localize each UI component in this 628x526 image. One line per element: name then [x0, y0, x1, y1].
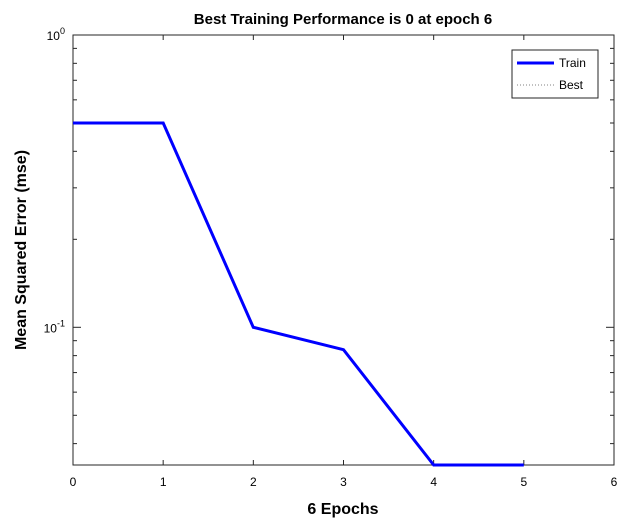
- x-axis: 0 1 2 3 4 5 6: [70, 35, 618, 489]
- series-train-line: [73, 121, 524, 467]
- y-axis: 100 10-1: [44, 26, 614, 445]
- chart-title: Best Training Performance is 0 at epoch …: [194, 11, 492, 28]
- y-axis-label: Mean Squared Error (mse): [13, 150, 30, 350]
- series-layer: [72, 121, 524, 467]
- y-tick-label: 10-1: [44, 318, 65, 335]
- x-tick-label: 2: [250, 475, 257, 489]
- legend-train-label: Train: [559, 56, 586, 70]
- legend-box: [511, 49, 599, 99]
- plot-area: [72, 34, 615, 466]
- x-tick-label: 3: [340, 475, 347, 489]
- legend: Train Best: [511, 49, 599, 99]
- x-tick-label: 5: [520, 475, 527, 489]
- x-tick-label: 1: [160, 475, 167, 489]
- x-tick-label: 0: [70, 475, 77, 489]
- legend-best-label: Best: [559, 78, 584, 92]
- y-tick-label: 100: [47, 26, 65, 43]
- x-tick-label: 4: [430, 475, 437, 489]
- x-axis-label: 6 Epochs: [307, 501, 378, 518]
- x-tick-label: 6: [611, 475, 618, 489]
